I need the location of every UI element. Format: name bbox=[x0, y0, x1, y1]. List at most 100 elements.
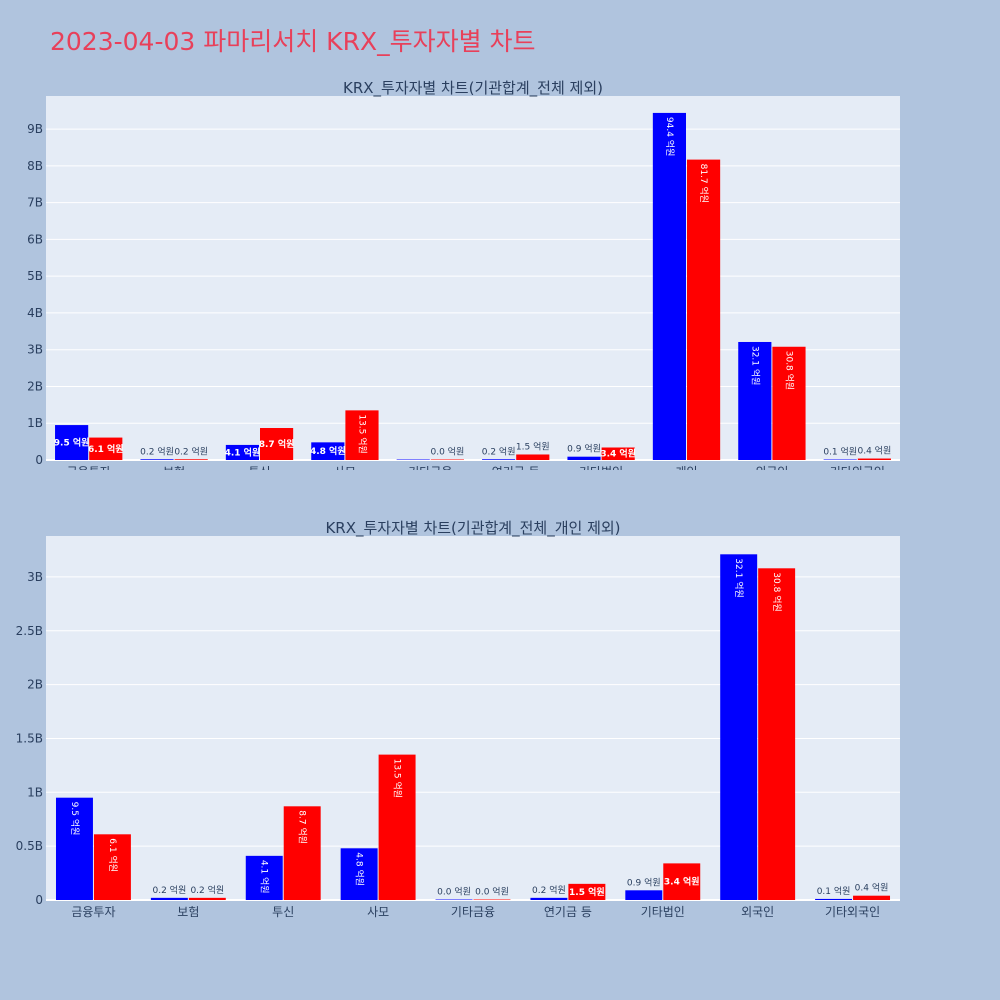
x-tick-label: 기타외국인 bbox=[825, 905, 880, 919]
page-title: 2023-04-03 파마리서치 KRX_투자자별 차트 bbox=[50, 27, 536, 56]
bar-data-label: 0.1 억원 bbox=[823, 446, 857, 458]
y-tick-label: 2.5B bbox=[16, 624, 43, 638]
bar bbox=[396, 459, 430, 460]
chart-title: KRX_투자자별 차트(기관합계_전체 제외) bbox=[343, 79, 603, 98]
bar-data-label: 6.1 억원 bbox=[88, 443, 124, 455]
bar-data-label: 4.1 억원 bbox=[225, 446, 261, 458]
y-tick-label: 9B bbox=[27, 122, 43, 136]
bar-data-label: 0.0 억원 bbox=[475, 886, 509, 898]
x-tick-label: 보험 bbox=[177, 905, 199, 919]
y-tick-label: 2B bbox=[27, 379, 43, 393]
bar bbox=[283, 806, 321, 900]
x-tick-label: 투신 bbox=[248, 465, 270, 470]
y-tick-label: 3B bbox=[27, 343, 43, 357]
bar-data-label: 0.9 억원 bbox=[567, 443, 601, 455]
bar bbox=[758, 568, 796, 900]
bar-data-label: 13.5 억원 bbox=[356, 414, 368, 453]
x-tick-label: 연기금 등 bbox=[544, 905, 592, 919]
y-tick-label: 1B bbox=[27, 785, 43, 799]
bar-data-label: 0.0 억원 bbox=[437, 886, 471, 898]
bar-data-label: 3.4 억원 bbox=[600, 448, 636, 460]
bar bbox=[89, 437, 123, 460]
bar bbox=[473, 899, 511, 900]
bar-data-label: 30.8 억원 bbox=[783, 351, 795, 390]
x-tick-label: 보험 bbox=[163, 465, 185, 470]
bar-data-label: 0.2 억원 bbox=[190, 884, 224, 896]
y-tick-label: 2B bbox=[27, 678, 43, 692]
bar-data-label: 0.2 억원 bbox=[532, 884, 566, 896]
x-tick-label: 개인 bbox=[675, 465, 697, 470]
plot-area bbox=[46, 536, 900, 900]
x-tick-label: 외국인 bbox=[741, 905, 774, 919]
bar bbox=[260, 428, 294, 460]
bar bbox=[516, 454, 550, 460]
y-tick-label: 7B bbox=[27, 196, 43, 210]
bar-data-label: 4.1 억원 bbox=[259, 860, 271, 894]
bar bbox=[738, 341, 772, 460]
bar-data-label: 32.1 억원 bbox=[733, 558, 745, 597]
bar bbox=[568, 883, 606, 900]
bar-data-label: 8.7 억원 bbox=[297, 810, 309, 844]
y-tick-label: 0 bbox=[35, 453, 43, 467]
bar bbox=[663, 863, 701, 900]
x-tick-label: 기타금융 bbox=[408, 465, 452, 470]
bar-data-label: 6.1 억원 bbox=[107, 838, 119, 872]
top-bar-chart: KRX_투자자별 차트(기관합계_전체 제외) 0 1B 2B 3B 4B 5B 6B 7B 8B… bbox=[27, 79, 900, 470]
bar bbox=[140, 459, 174, 460]
bar-data-label: 0.4 억원 bbox=[858, 445, 892, 457]
bar-data-label: 9.5 억원 bbox=[54, 437, 90, 449]
y-tick-label: 0 bbox=[35, 893, 43, 907]
y-tick-label: 6B bbox=[27, 232, 43, 246]
bar bbox=[530, 897, 568, 900]
bar-data-label: 30.8 억원 bbox=[771, 572, 783, 611]
bar bbox=[823, 459, 857, 460]
bottom-bar-chart: KRX_투자자별 차트(기관합계_전체_개인 제외) 0 0.5B 1B 1.5B 2B 2… bbox=[16, 519, 900, 919]
x-tick-label: 사모 bbox=[334, 465, 356, 470]
y-tick-label: 8B bbox=[27, 159, 43, 173]
bar-data-label: 0.2 억원 bbox=[140, 445, 174, 457]
bar bbox=[772, 346, 806, 460]
bar bbox=[482, 459, 516, 460]
bar-data-label: 0.2 억원 bbox=[482, 445, 516, 457]
x-tick-label: 투신 bbox=[272, 905, 294, 919]
bar-data-label: 4.8 억원 bbox=[310, 445, 346, 457]
bar bbox=[55, 425, 89, 460]
x-tick-label: 기타법인 bbox=[579, 465, 623, 470]
bar-data-label: 0.1 억원 bbox=[817, 885, 851, 897]
bar-data-label: 3.4 억원 bbox=[664, 876, 700, 888]
x-tick-label: 금융투자 bbox=[67, 465, 111, 470]
x-tick-label: 기타금융 bbox=[451, 905, 495, 919]
bar bbox=[225, 444, 259, 460]
y-tick-label: 1.5B bbox=[16, 731, 43, 745]
y-tick-label: 0.5B bbox=[16, 839, 43, 853]
bar bbox=[815, 898, 853, 900]
bar bbox=[857, 458, 891, 460]
bar bbox=[652, 112, 686, 460]
bar-data-label: 94.4 억원 bbox=[664, 117, 676, 156]
bar-data-label: 81.7 억원 bbox=[698, 164, 710, 203]
x-tick-label: 금융투자 bbox=[71, 905, 115, 919]
bar bbox=[345, 410, 379, 460]
bar-data-label: 8.7 억원 bbox=[259, 438, 295, 450]
bar-data-label: 0.2 억원 bbox=[174, 445, 208, 457]
y-tick-label: 5B bbox=[27, 269, 43, 283]
bar bbox=[174, 459, 208, 460]
x-tick-label: 사모 bbox=[367, 905, 389, 919]
bar bbox=[55, 797, 93, 900]
x-tick-label: 연기금 등 bbox=[492, 465, 540, 470]
bar bbox=[340, 848, 378, 900]
bar-data-label: 9.5 억원 bbox=[69, 802, 81, 836]
bar-data-label: 0.0 억원 bbox=[431, 446, 465, 458]
bar bbox=[601, 447, 635, 460]
chart-title: KRX_투자자별 차트(기관합계_전체_개인 제외) bbox=[325, 519, 620, 538]
x-tick-label: 기타법인 bbox=[641, 905, 685, 919]
bar-data-label: 0.9 억원 bbox=[627, 876, 661, 888]
bar-data-label: 4.8 억원 bbox=[354, 852, 366, 886]
bar bbox=[378, 754, 416, 900]
y-tick-label: 1B bbox=[27, 416, 43, 430]
bar-data-label: 1.5 억원 bbox=[569, 886, 605, 898]
bar-data-label: 32.1 억원 bbox=[749, 346, 761, 385]
bar-data-label: 0.2 억원 bbox=[152, 884, 186, 896]
bar bbox=[720, 554, 758, 900]
bar bbox=[188, 897, 226, 900]
